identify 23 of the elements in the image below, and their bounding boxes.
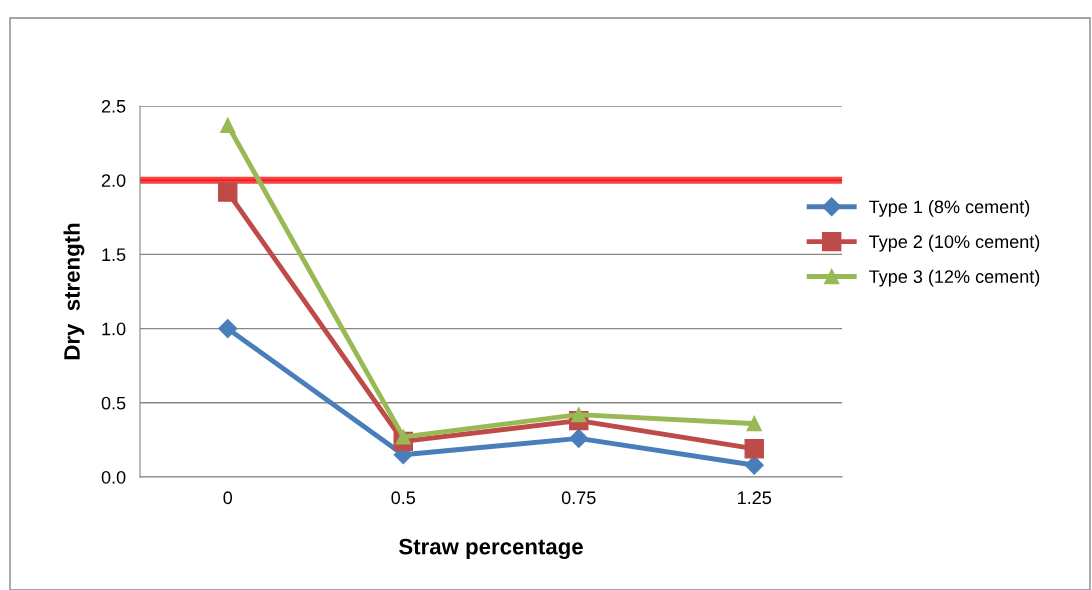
point	[746, 415, 762, 432]
x-tick-label: 1.25	[738, 491, 772, 505]
point	[220, 117, 236, 133]
y-axis-title: Dry strength	[63, 223, 85, 360]
point	[744, 439, 764, 459]
point	[395, 429, 411, 445]
y-tick-label: 0.0	[101, 470, 126, 484]
y-tick-label: 1.0	[102, 322, 126, 336]
y-tick-label: 2.0	[101, 174, 126, 187]
point	[218, 182, 238, 202]
legend-label: Type 2 (10% cement)	[869, 234, 1040, 252]
point	[571, 407, 587, 423]
legend-label: Type 3 (12% cement)	[869, 269, 1040, 287]
x-tick-label: 0	[223, 491, 233, 505]
y-tick-label: 2.5	[101, 99, 126, 113]
point	[218, 319, 238, 339]
x-axis-title: Straw percentage	[399, 538, 583, 559]
y-tick-label: 0.5	[101, 396, 126, 410]
x-tick-label: 0.5	[391, 491, 416, 505]
x-tick-label: 0.75	[561, 491, 596, 505]
legend-label: Type 1 (8% cement)	[869, 199, 1030, 217]
y-tick-label: 1.5	[102, 248, 126, 262]
point	[569, 428, 589, 448]
